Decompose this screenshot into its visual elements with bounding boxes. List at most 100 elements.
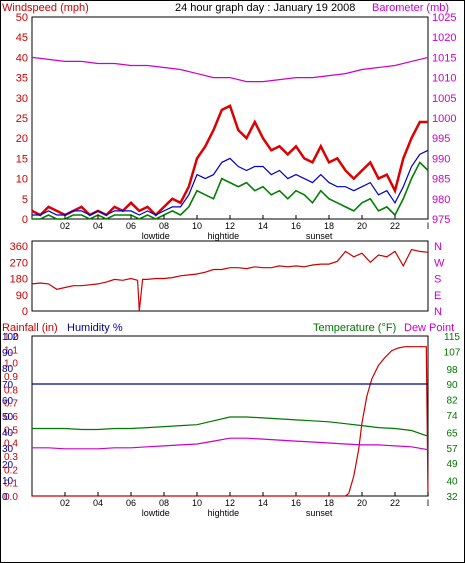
compass-label: S	[434, 274, 441, 286]
x-tick-label: 02	[60, 498, 70, 508]
barometer-tick-label: 995	[432, 133, 450, 145]
rain-temp-panel: Rainfall (in) Humidity % Temperature (°F…	[2, 322, 461, 518]
wind-direction-line	[31, 248, 429, 312]
dew-point-axis-title: Dew Point	[404, 322, 454, 334]
barometer-axis-title: Barometer (mb)	[372, 2, 449, 14]
tide-annotation: lowtide	[142, 508, 170, 518]
temperature-axis-title: Temperature (°F)	[313, 322, 396, 334]
compass-label: N	[434, 306, 442, 318]
x-tick-label: 06	[126, 221, 136, 231]
temperature-tick-label: 65	[446, 428, 458, 439]
windspeed-tick-label: 5	[22, 194, 28, 206]
x-tick-label: 06	[126, 498, 136, 508]
temperature-tick-label: 32	[446, 492, 458, 503]
temperature-line	[32, 416, 429, 437]
temperature-tick-label: 57	[446, 444, 458, 455]
x-tick-label: 18	[324, 498, 334, 508]
rainfall-tick-label: 0.4	[4, 439, 18, 450]
rain-temp-annotations: lowtide hightide sunset	[142, 508, 333, 518]
rainfall-tick-label: 0.9	[4, 372, 18, 383]
temperature-tick-label: 90	[446, 380, 458, 391]
temperature-tick-label: 107	[444, 347, 461, 358]
compass-label: E	[434, 290, 441, 302]
humidity-tick-label: 20	[2, 460, 14, 471]
barometer-tick-label: 1020	[432, 32, 456, 44]
humidity-tick-label: 30	[2, 444, 14, 455]
wind-direction-tick-label: 0	[22, 306, 28, 318]
x-tick-label: 10	[192, 498, 202, 508]
humidity-tick-label: 50	[2, 412, 14, 423]
compass-label: N	[434, 241, 442, 253]
rainfall-tick-label: 1.2	[4, 332, 18, 343]
x-tick-label: 12	[225, 221, 235, 231]
windspeed-tick-label: 20	[16, 133, 28, 145]
barometer-tick-label: 990	[432, 153, 450, 165]
x-tick-label: 22	[390, 498, 400, 508]
graph-title: 24 hour graph day : January 19 2008	[175, 2, 355, 14]
x-tick-label: 16	[291, 221, 301, 231]
barometer-tick-label: 1000	[432, 113, 456, 125]
x-tick-label: 04	[93, 498, 103, 508]
x-tick-label: 16	[291, 498, 301, 508]
tide-annotation: lowtide	[142, 231, 170, 241]
x-tick-label: 04	[93, 221, 103, 231]
humidity-tick-label: 90	[2, 348, 14, 359]
humidity-tick-label: 70	[2, 380, 14, 391]
windspeed-y-ticks: 0 5 10 15 20 25 30 35 40 45 50	[16, 12, 28, 226]
rainfall-tick-label: 1.1	[4, 345, 18, 356]
humidity-tick-label: 60	[2, 396, 14, 407]
rainfall-tick-label: 0.3	[4, 452, 18, 463]
barometer-tick-label: 980	[432, 194, 450, 206]
compass-label: W	[434, 257, 445, 269]
rainfall-tick-label: 0.7	[4, 399, 18, 410]
x-tick-label: 14	[258, 221, 268, 231]
rainfall-tick-label: 0.5	[4, 425, 18, 436]
barometer-tick-label: 1005	[432, 93, 456, 105]
barometer-tick-label: 1025	[432, 12, 456, 24]
tide-annotation: hightide	[208, 508, 240, 518]
wind-direction-tick-label: 270	[10, 257, 28, 269]
windspeed-axis-title: Windspeed (mph)	[2, 2, 89, 14]
x-tick-label: 08	[159, 498, 169, 508]
temperature-tick-label: 40	[446, 477, 458, 488]
x-tick-label: I	[427, 498, 430, 508]
barometer-line	[31, 56, 429, 83]
tide-annotation: sunset	[306, 231, 333, 241]
x-tick-label: 02	[60, 221, 70, 231]
barometer-tick-label: 975	[432, 214, 450, 226]
temperature-y-ticks: 32 40 49 57 65 74 82 90 98 107 115	[444, 332, 461, 503]
rainfall-tick-label: 0.2	[4, 465, 18, 476]
dew-point-line	[32, 437, 429, 451]
windspeed-annotations: lowtide hightide sunset	[142, 231, 333, 241]
humidity-tick-label: 0	[2, 492, 8, 503]
rainfall-tick-label: 0.0	[4, 492, 18, 503]
rainfall-y-ticks: 0.0 0.1 0.2 0.3 0.4 0.5 0.6 0.7 0.8 0.9 1.0 1.1 1.2	[4, 332, 18, 503]
temperature-tick-label: 98	[446, 365, 458, 376]
windspeed-tick-label: 40	[16, 52, 28, 64]
windspeed-tick-label: 10	[16, 174, 28, 186]
wind-direction-y-ticks: 0 90 180 270 360	[10, 241, 28, 318]
windspeed-tick-label: 25	[16, 113, 28, 125]
barometer-tick-label: 985	[432, 174, 450, 186]
rainfall-tick-label: 0.6	[4, 412, 18, 423]
tide-annotation: hightide	[208, 231, 240, 241]
rainfall-axis-title: Rainfall (in)	[2, 322, 58, 334]
wind-direction-tick-label: 90	[16, 290, 28, 302]
temperature-tick-label: 82	[446, 396, 458, 407]
x-tick-label: 10	[192, 221, 202, 231]
rainfall-tick-label: 0.8	[4, 385, 18, 396]
rainfall-tick-label: 1.0	[4, 359, 18, 370]
tide-annotation: sunset	[306, 508, 333, 518]
humidity-tick-label: 100	[2, 332, 19, 343]
windspeed-tick-label: 35	[16, 73, 28, 85]
rain-temp-series	[32, 346, 429, 497]
barometer-tick-label: 1015	[432, 52, 456, 64]
barometer-tick-label: 1010	[432, 73, 456, 85]
x-tick-label: 20	[357, 498, 367, 508]
windspeed-tick-label: 30	[16, 93, 28, 105]
windspeed-plot-area	[31, 16, 429, 220]
